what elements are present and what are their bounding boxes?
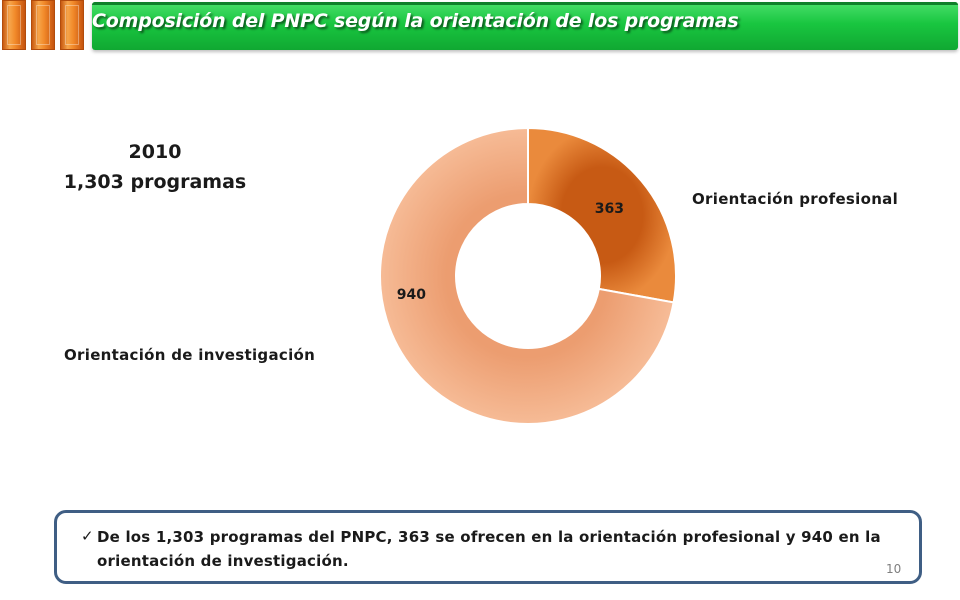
decor-bar-3: [60, 0, 84, 50]
slice-value-label: 363: [595, 201, 624, 217]
page-title: Composición del PNPC según la orientació…: [92, 10, 739, 32]
decor-bar-1: [2, 0, 26, 50]
chart-title: 2010: [128, 141, 182, 163]
summary-note: ✓ De los 1,303 programas del PNPC, 363 s…: [54, 510, 922, 584]
chart-subtitle: 1,303 programas: [63, 171, 247, 193]
decor-bar-2: [31, 0, 55, 50]
slice-investigacion: [379, 126, 675, 425]
chart-heading: 2010 1,303 programas: [40, 137, 270, 197]
series-label-investigacion: Orientación de investigación: [64, 346, 316, 364]
title-banner: [92, 2, 958, 50]
slice-value-label: 940: [397, 287, 426, 303]
summary-text: De los 1,303 programas del PNPC, 363 se …: [97, 528, 881, 570]
page-number: 10: [886, 562, 902, 576]
checkmark-icon: ✓: [81, 527, 94, 545]
slice-profesional: [527, 126, 677, 304]
series-label-profesional: Orientación profesional: [692, 190, 899, 208]
